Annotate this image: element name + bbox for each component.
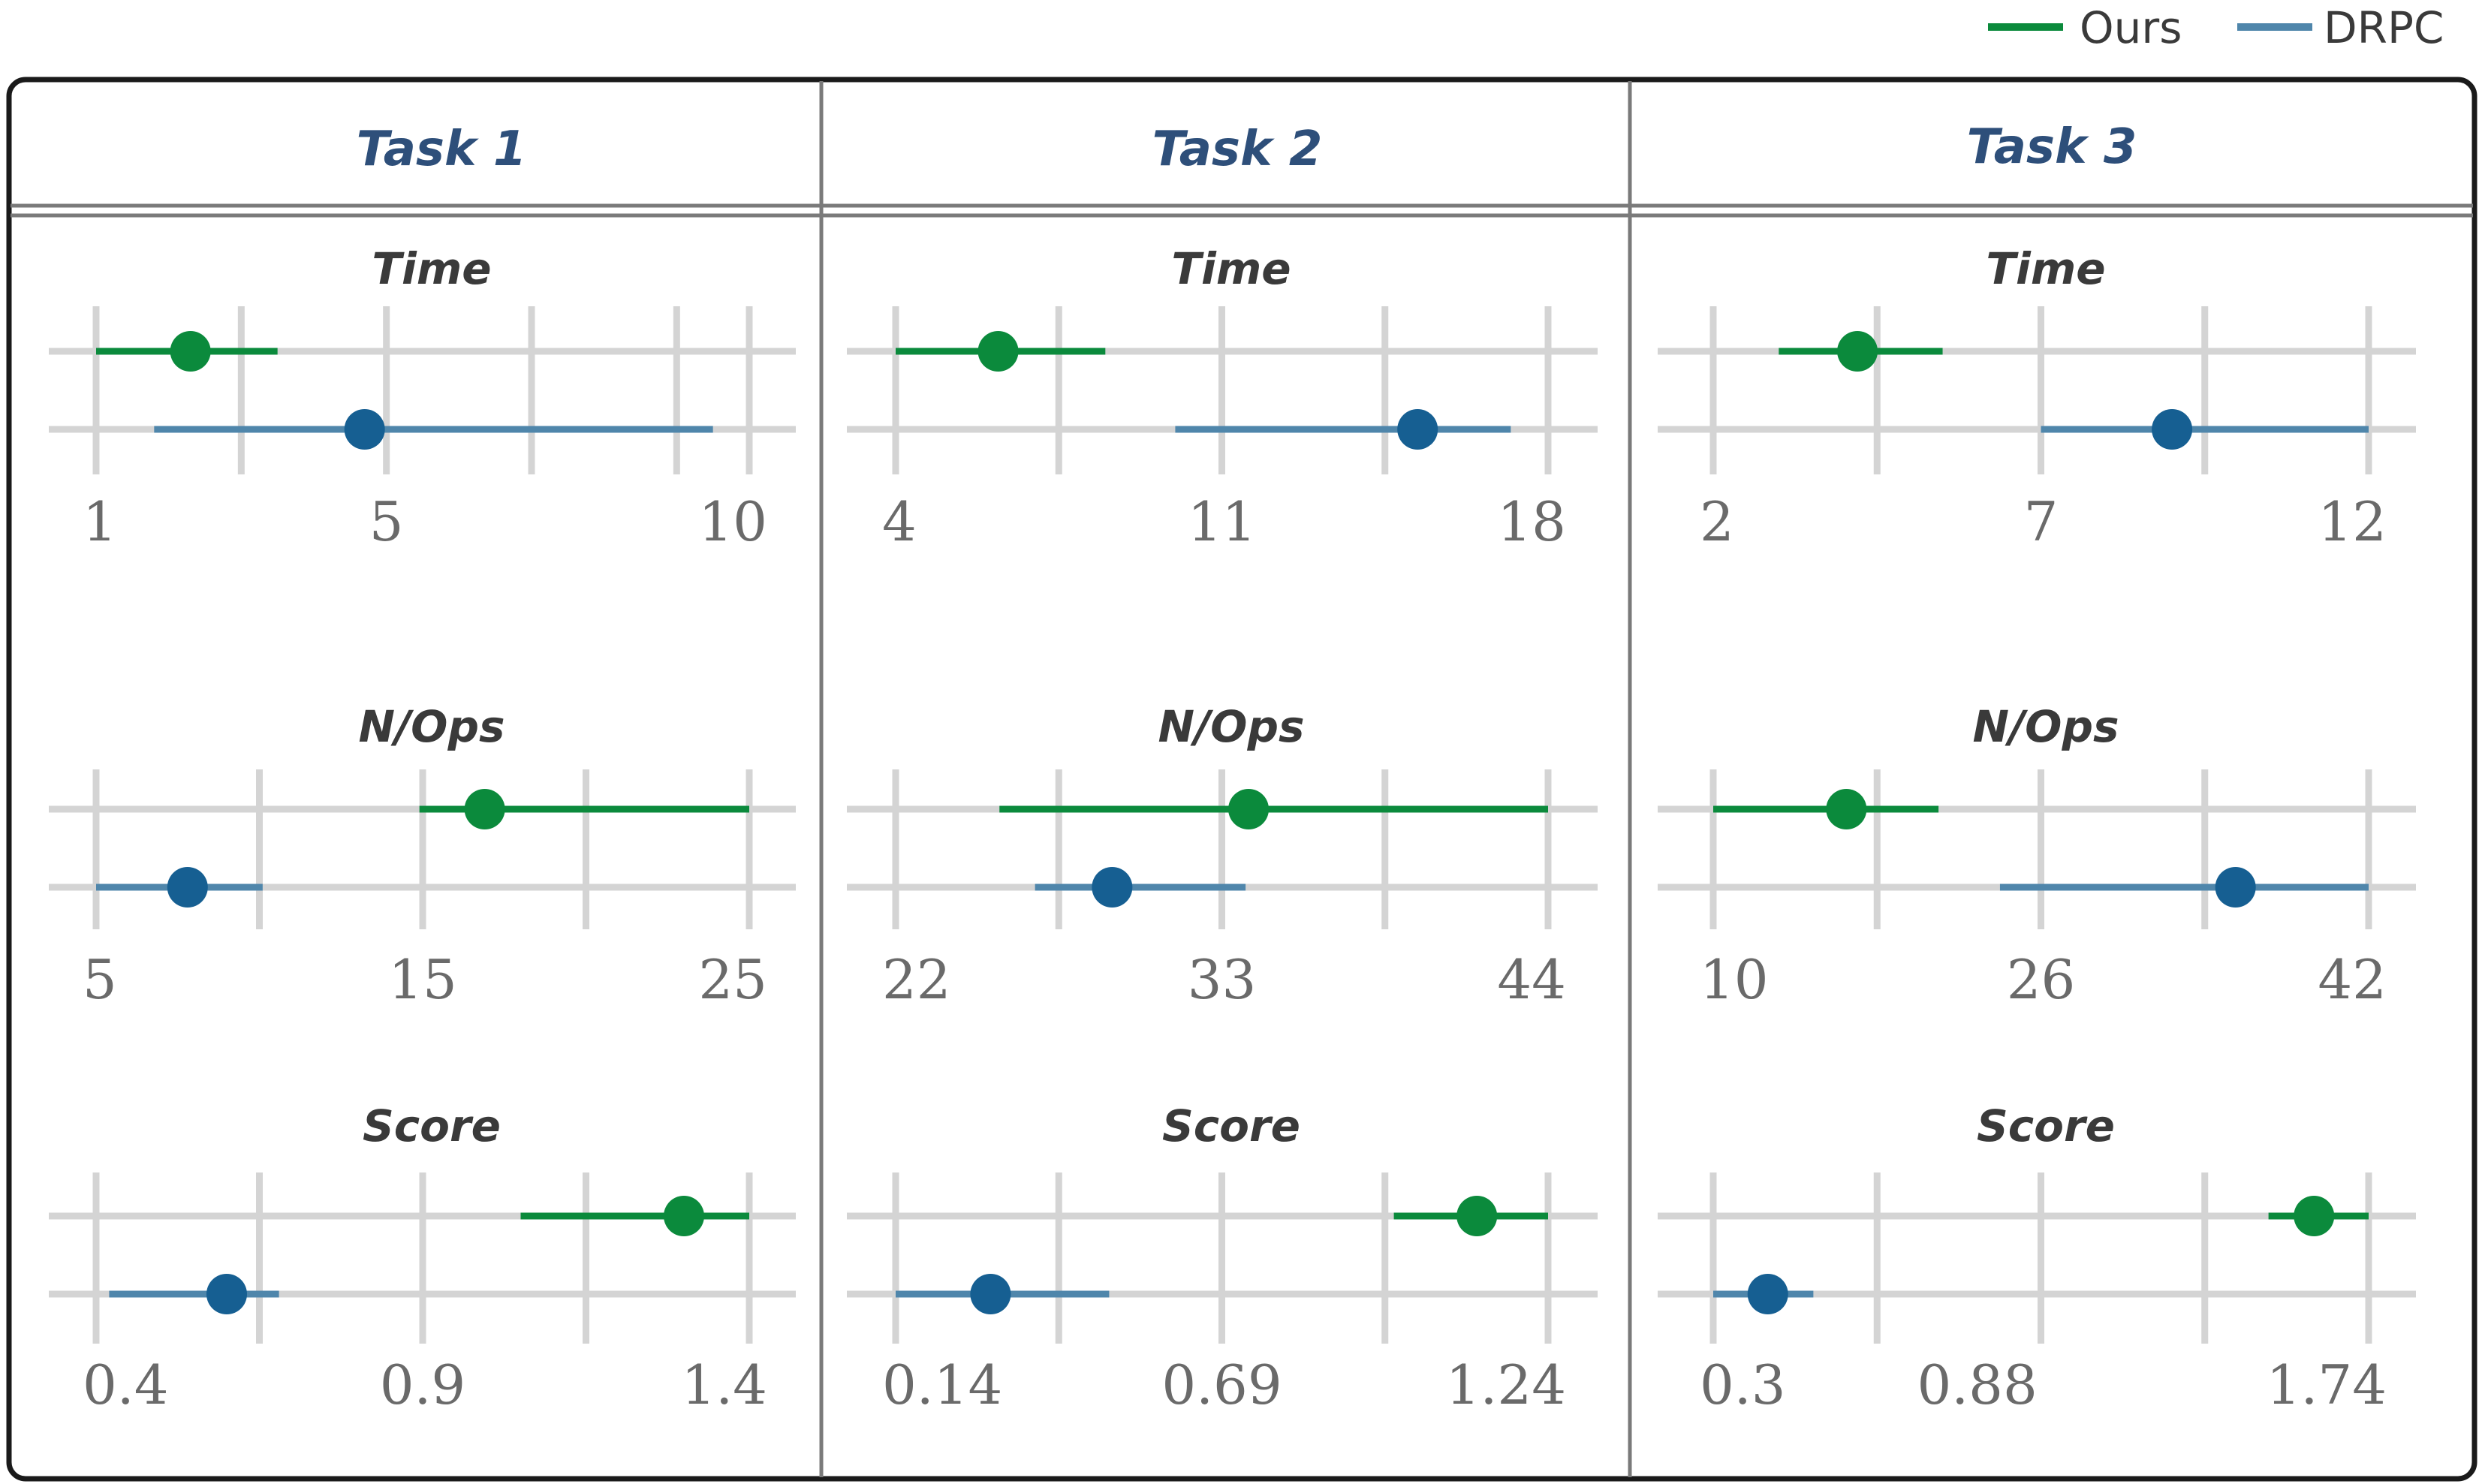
tick-label: 33 [1188, 948, 1257, 1011]
point-drpc [2215, 867, 2256, 908]
point-drpc [970, 1274, 1011, 1314]
point-drpc [206, 1274, 247, 1314]
point-drpc [1397, 409, 1438, 450]
point-ours [1826, 789, 1867, 829]
panel-task-2-time: Time 4 11 18 [847, 243, 1598, 553]
tick-label: 25 [698, 948, 767, 1011]
panel-title: Time [372, 243, 491, 294]
panel-title: Time [1171, 243, 1291, 294]
tick-label: 44 [1497, 948, 1566, 1011]
panel-task-1-time: Time 1 5 10 [49, 243, 796, 553]
tick-label: 0.69 [1161, 1353, 1282, 1416]
tick-label: 1.74 [2267, 1353, 2387, 1416]
tick-label: 42 [2318, 948, 2387, 1011]
legend: Ours DRPC [1988, 2, 2444, 53]
table-frame [6, 77, 2477, 1482]
point-ours [170, 331, 211, 372]
panel-task-3-score: Score 0.3 0.88 1.74 [1658, 1100, 2416, 1416]
point-ours [1456, 1196, 1498, 1236]
tick-label: 0.4 [83, 1353, 169, 1416]
tick-label: 18 [1497, 490, 1566, 553]
tick-label: 4 [882, 490, 917, 553]
panel-task-1-n-ops: N/Ops 5 15 25 [49, 701, 796, 1011]
point-drpc [167, 867, 208, 908]
tick-label: 0.14 [882, 1353, 1002, 1416]
tick-label: 1 [83, 490, 117, 553]
panel-task-1-score: Score 0.4 0.9 1.4 [49, 1100, 796, 1416]
tick-label: 7 [2024, 490, 2059, 553]
column-title-task-2: Task 2 [1152, 122, 1323, 177]
tick-label: 26 [2007, 948, 2076, 1011]
point-drpc [1092, 867, 1133, 908]
tick-label: 11 [1188, 490, 1257, 553]
tick-label: 5 [83, 948, 117, 1011]
tick-label: 10 [1700, 948, 1769, 1011]
tick-label: 2 [1700, 490, 1734, 553]
point-ours [664, 1196, 704, 1236]
panel-title: N/Ops [358, 701, 505, 752]
panel-task-3-time: Time 2 7 12 [1658, 243, 2416, 553]
tick-label: 1.24 [1446, 1353, 1566, 1416]
tick-label: 22 [882, 948, 951, 1011]
legend-label-ours: Ours [2080, 2, 2182, 53]
panel-title: Score [363, 1100, 501, 1151]
point-drpc [1747, 1274, 1788, 1314]
panel-title: Score [1162, 1100, 1300, 1151]
column-title-task-3: Task 3 [1967, 119, 2137, 175]
point-drpc [344, 409, 385, 450]
legend-label-drpc: DRPC [2324, 2, 2444, 53]
point-ours [1228, 789, 1270, 829]
point-ours [1837, 331, 1878, 372]
panel-task-2-score: Score 0.14 0.69 1.24 [847, 1100, 1598, 1416]
panel-task-3-n-ops: N/Ops 10 26 42 [1658, 701, 2416, 1011]
tick-label: 12 [2318, 490, 2387, 553]
panel-title: N/Ops [1972, 701, 2119, 752]
panel-title: Score [1977, 1100, 2115, 1151]
point-ours [977, 331, 1019, 372]
point-ours [464, 789, 505, 829]
tick-label: 0.3 [1700, 1353, 1786, 1416]
point-ours [2294, 1196, 2335, 1236]
panel-task-2-n-ops: N/Ops 22 33 44 [847, 701, 1598, 1011]
tick-label: 0.88 [1917, 1353, 2037, 1416]
panel-title: N/Ops [1158, 701, 1304, 752]
tick-label: 1.4 [681, 1353, 767, 1416]
tick-label: 5 [369, 490, 404, 553]
tick-label: 15 [388, 948, 457, 1011]
tick-label: 10 [698, 490, 767, 553]
tick-label: 0.9 [380, 1353, 466, 1416]
point-drpc [2152, 409, 2193, 450]
panel-title: Time [1986, 243, 2105, 294]
column-title-task-1: Task 1 [357, 122, 527, 177]
